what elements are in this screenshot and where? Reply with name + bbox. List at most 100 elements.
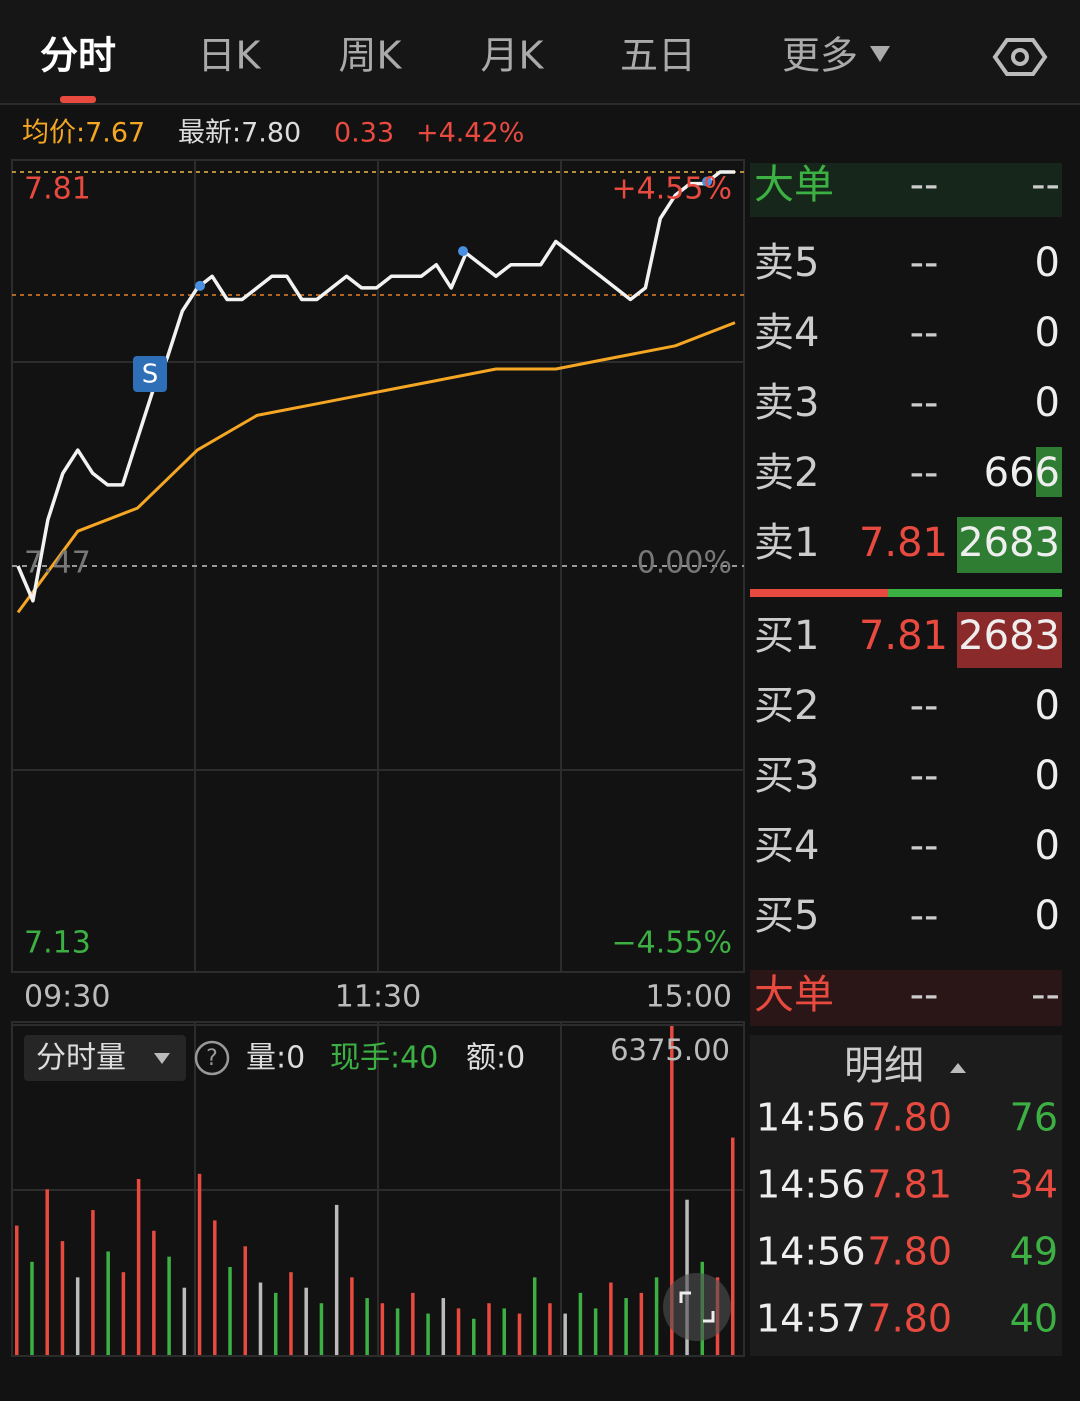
dropdown-icon <box>870 46 890 62</box>
volume-bar <box>334 1204 339 1355</box>
sort-icon <box>950 1063 966 1073</box>
book-label: 买2 <box>754 683 819 729</box>
trade-time: 14:56 <box>756 1230 866 1274</box>
time-label: 15:00 <box>646 980 732 1015</box>
book-price: -- <box>910 683 939 729</box>
bottom-price: 7.13 <box>24 926 91 961</box>
volume-bar <box>152 1230 156 1355</box>
tab[interactable]: 日K <box>198 34 262 78</box>
book-volume: 666 <box>984 450 1060 496</box>
tab-indicator <box>60 96 96 103</box>
book-label: 卖5 <box>754 240 819 286</box>
tab-bar <box>0 0 1080 104</box>
volume-bar <box>106 1251 110 1355</box>
volume-selector[interactable] <box>24 1035 186 1081</box>
volume-bar <box>243 1246 248 1355</box>
book-label: 买5 <box>754 893 819 939</box>
settings-hex <box>992 38 1048 76</box>
book-label: 卖1 <box>754 520 819 566</box>
book-label: 大单 <box>754 162 834 208</box>
volume-bar <box>487 1303 491 1355</box>
trade-volume: 40 <box>1010 1297 1058 1341</box>
trade-price: 7.80 <box>867 1096 952 1140</box>
volume-bar <box>197 1173 202 1355</box>
volume-bar <box>319 1303 324 1355</box>
trade-dot <box>195 280 205 291</box>
book-price: -- <box>910 753 939 799</box>
top-price: 7.81 <box>24 172 91 207</box>
volume-bar <box>609 1282 613 1355</box>
book-volume: 0 <box>1035 240 1060 286</box>
book-volume: 0 <box>1035 310 1060 356</box>
book-volume: 2683 <box>958 520 1060 566</box>
trade-price: 7.80 <box>867 1297 952 1341</box>
help-glyph: ? <box>206 1046 218 1071</box>
help-icon[interactable] <box>194 1040 230 1076</box>
volume-bar <box>136 1179 141 1355</box>
big-order-bottom-bg <box>750 970 1062 1026</box>
book-volume: 2683 <box>958 613 1060 659</box>
book-volume: 0 <box>1035 753 1060 799</box>
volume-bar <box>30 1261 34 1355</box>
current-hand: 现手:40 <box>330 1041 438 1076</box>
volume-bar <box>456 1308 461 1355</box>
settings-dot <box>1011 48 1029 66</box>
buy-ratio <box>750 589 888 597</box>
depth-bar <box>1036 447 1062 497</box>
trade-time: 14:56 <box>756 1096 866 1140</box>
volume-bar <box>121 1272 126 1355</box>
volume-bar <box>365 1298 369 1355</box>
book-label: 卖2 <box>754 450 819 496</box>
book-price: -- <box>910 823 939 869</box>
volume-bar <box>654 1277 659 1355</box>
volume-bar <box>60 1241 65 1355</box>
volume-bar <box>624 1298 628 1355</box>
volume-bar <box>167 1256 171 1355</box>
base-price: 7.47 <box>24 546 91 581</box>
tab[interactable]: 更多 <box>782 34 858 78</box>
tab[interactable]: 五日 <box>620 34 696 78</box>
book-price: 7.81 <box>859 520 948 566</box>
signal-marker-bg[interactable] <box>133 356 167 392</box>
volume-bar <box>670 1025 674 1355</box>
bottom-percent: −4.55% <box>612 926 732 961</box>
volume-bar <box>350 1277 354 1355</box>
volume-bar <box>289 1272 293 1355</box>
book-volume: 0 <box>1035 823 1060 869</box>
book-price: -- <box>910 450 939 496</box>
tab[interactable]: 分时 <box>40 34 116 78</box>
volume-bar <box>304 1287 308 1355</box>
book-volume: -- <box>1031 162 1060 208</box>
sell-ratio <box>888 589 1062 597</box>
tab[interactable]: 月K <box>481 34 545 78</box>
book-label: 大单 <box>754 972 834 1018</box>
trade-dot <box>458 246 468 257</box>
volume-bar <box>426 1313 430 1355</box>
volume-bar <box>517 1313 522 1355</box>
fullscreen-button[interactable] <box>663 1273 731 1341</box>
volume-bar <box>380 1303 385 1355</box>
latest-price: 最新:7.80 <box>178 118 301 149</box>
book-label: 买4 <box>754 823 819 869</box>
signal-marker: S <box>142 360 159 390</box>
settings-icon[interactable] <box>992 38 1048 76</box>
book-label: 卖3 <box>754 380 819 426</box>
volume-bar <box>91 1210 95 1355</box>
trade-price: 7.80 <box>867 1230 952 1274</box>
detail-panel <box>750 1035 1062 1356</box>
trade-time: 14:56 <box>756 1163 866 1207</box>
detail-title[interactable]: 明细 <box>844 1043 924 1089</box>
dropdown-icon <box>154 1053 170 1064</box>
book-price: -- <box>910 893 939 939</box>
average-price: 均价:7.67 <box>22 118 145 149</box>
tab[interactable]: 周K <box>339 34 403 78</box>
volume-bar <box>578 1292 583 1355</box>
amount: 额:0 <box>466 1041 525 1076</box>
big-order-top-bg <box>750 163 1062 217</box>
volume-bar <box>213 1220 217 1355</box>
book-volume: -- <box>1031 972 1060 1018</box>
volume-bar <box>441 1298 446 1355</box>
volume-bar <box>273 1292 278 1355</box>
volume-bar <box>593 1308 598 1355</box>
